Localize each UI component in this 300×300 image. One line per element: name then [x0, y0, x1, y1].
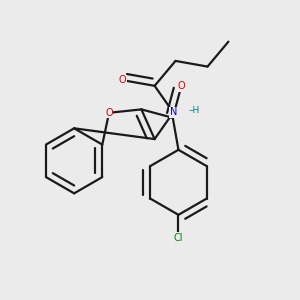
Text: O: O: [119, 75, 126, 85]
Text: O: O: [177, 81, 185, 92]
Text: O: O: [105, 108, 113, 118]
Text: Cl: Cl: [174, 232, 183, 243]
Text: –H: –H: [189, 106, 200, 116]
Text: N: N: [169, 107, 177, 118]
